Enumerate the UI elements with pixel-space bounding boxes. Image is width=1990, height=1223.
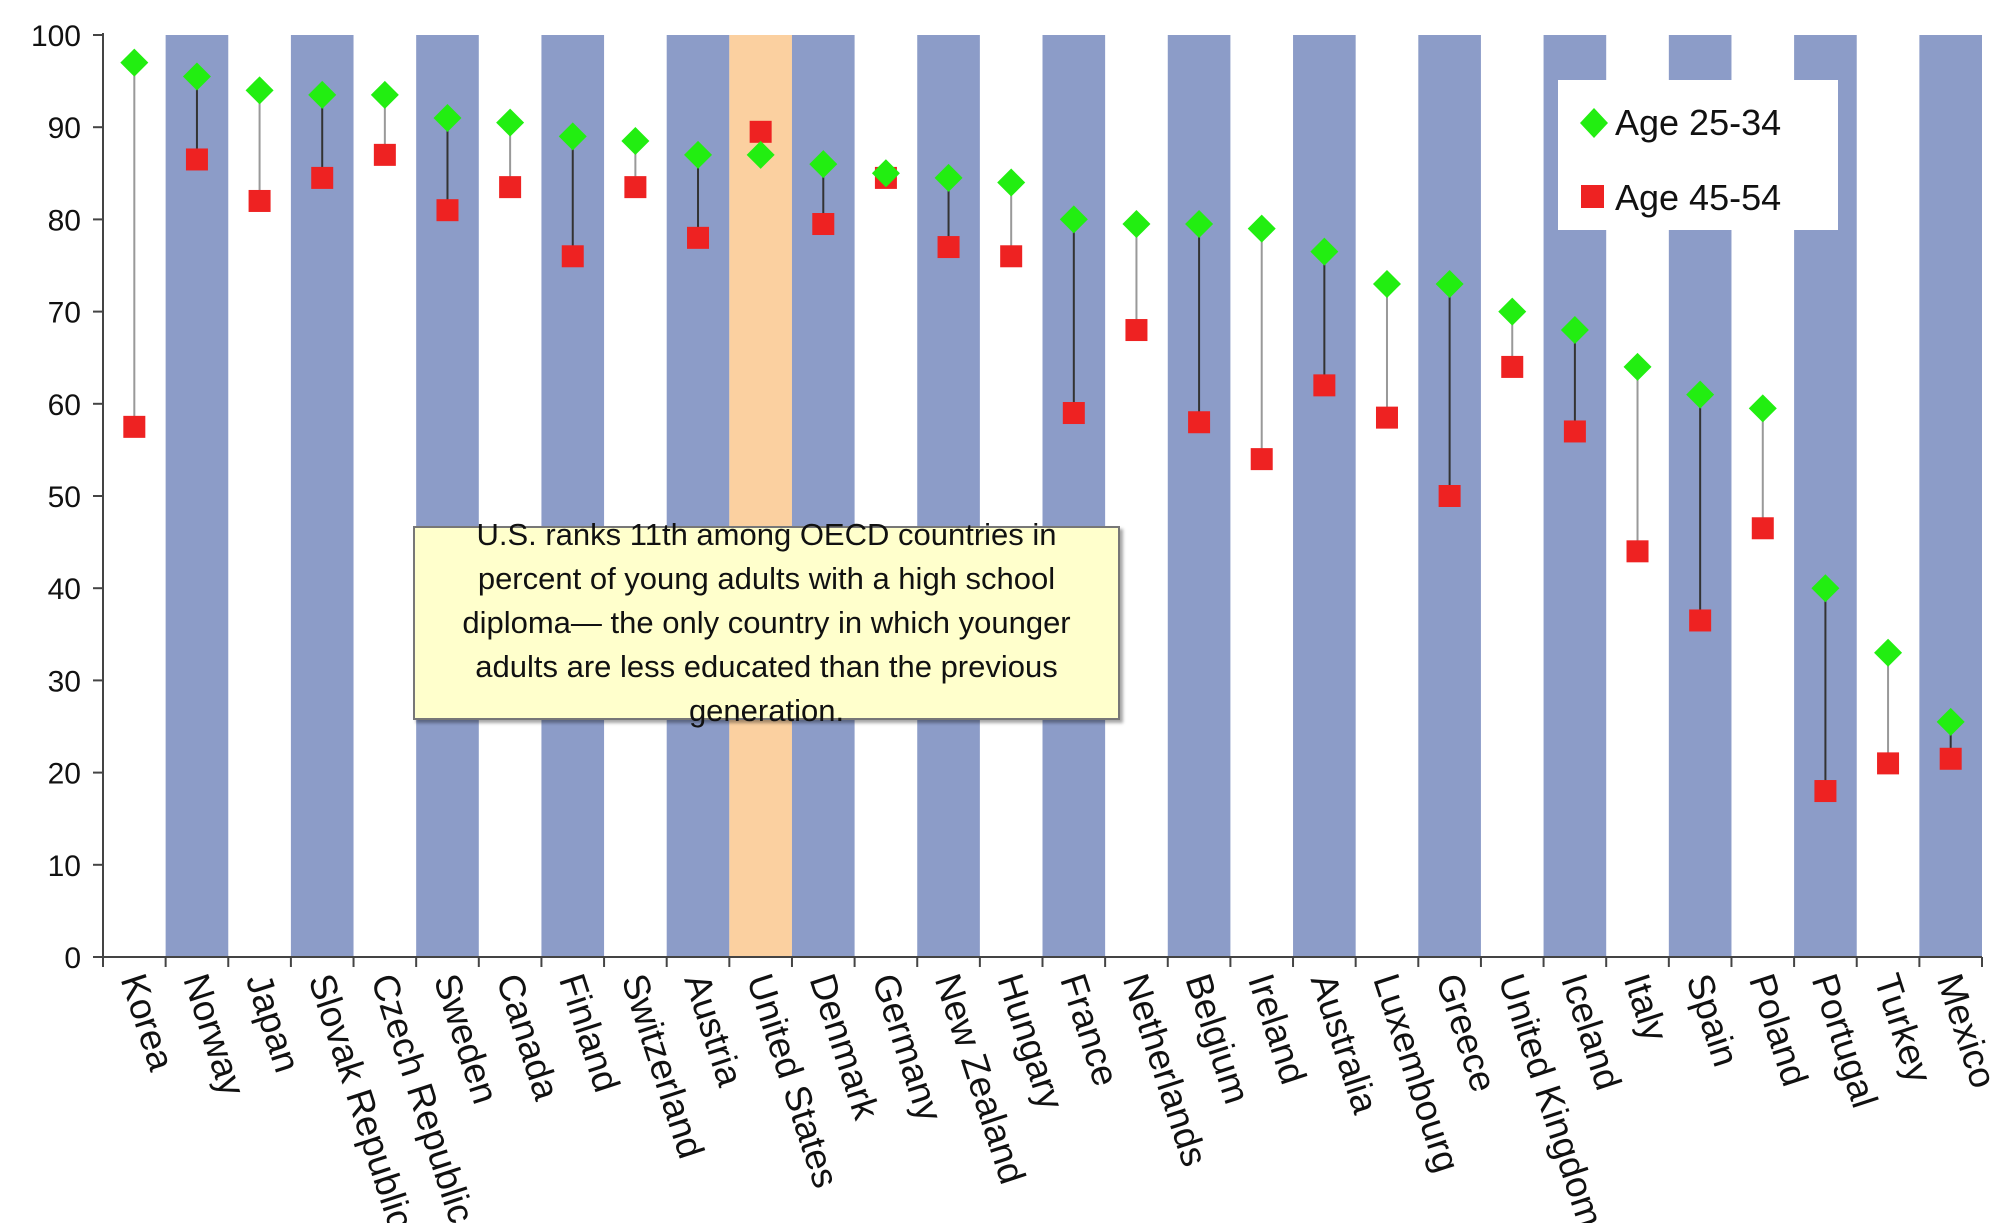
- point-age-25-34-germany: [871, 159, 900, 188]
- band-france: [1042, 35, 1106, 957]
- point-age-45-54-greece: [1438, 485, 1461, 507]
- y-tick-label-70: 70: [48, 297, 81, 330]
- point-age-25-34-slovak-republic: [308, 80, 337, 109]
- point-age-45-54-czech-republic: [373, 143, 396, 166]
- point-age-25-34-turkey: [1874, 638, 1903, 667]
- legend-diamond-marker: [1580, 108, 1608, 138]
- point-age-25-34-hungary: [997, 168, 1026, 197]
- point-age-25-34-ireland: [1247, 214, 1276, 243]
- y-tick-label-0: 0: [64, 942, 81, 975]
- point-age-25-34-switzerland: [621, 127, 650, 156]
- point-age-45-54-austria: [687, 226, 710, 249]
- point-age-25-34-austria: [684, 140, 713, 169]
- y-tick-label-80: 80: [48, 204, 81, 237]
- annotation-box: U.S. ranks 11th among OECD countries in …: [413, 517, 1120, 728]
- point-age-25-34-korea: [120, 48, 149, 77]
- point-age-45-54-turkey: [1877, 752, 1900, 775]
- point-age-45-54-japan: [248, 189, 271, 212]
- point-age-25-34-iceland: [1560, 316, 1589, 345]
- point-age-25-34-belgium: [1185, 210, 1214, 239]
- point-age-45-54-new-zealand: [937, 236, 960, 259]
- legend-label-age-25-34: Age 25-34: [1615, 102, 1781, 143]
- point-age-45-54-italy: [1626, 540, 1649, 563]
- point-age-25-34-new-zealand: [934, 163, 963, 192]
- point-age-45-54-canada: [499, 176, 522, 199]
- x-tick-label-korea: Korea: [113, 969, 183, 1076]
- point-age-25-34-norway: [182, 62, 211, 91]
- x-tick-label-italy: Italy: [1616, 969, 1676, 1047]
- y-tick-label-40: 40: [48, 573, 81, 606]
- point-age-25-34-mexico: [1936, 707, 1965, 736]
- point-age-25-34-czech-republic: [370, 80, 399, 109]
- x-tick-label-spain: Spain: [1679, 969, 1747, 1072]
- data-marks: [120, 48, 1965, 803]
- point-age-45-54-denmark: [812, 213, 835, 236]
- x-tick-label-ireland: Ireland: [1240, 969, 1314, 1089]
- point-age-45-54-sweden: [436, 199, 459, 222]
- point-age-45-54-united-states: [749, 120, 772, 143]
- y-tick-label-90: 90: [48, 112, 81, 145]
- point-age-45-54-norway: [185, 148, 208, 171]
- point-age-25-34-united-states: [746, 140, 775, 169]
- point-age-45-54-korea: [123, 415, 146, 438]
- legend: Age 25-34 Age 45-54: [1558, 80, 1838, 230]
- point-age-45-54-slovak-republic: [311, 166, 334, 189]
- band-australia: [1293, 35, 1356, 957]
- y-tick-label-50: 50: [48, 481, 81, 514]
- band-united-states: [729, 35, 792, 957]
- point-age-25-34-united-kingdom: [1498, 297, 1527, 326]
- point-age-45-54-belgium: [1188, 411, 1211, 434]
- background-bands: [165, 35, 1982, 957]
- point-age-25-34-canada: [496, 108, 525, 137]
- x-tick-label-poland: Poland: [1741, 969, 1816, 1091]
- x-tick-label-france: France: [1052, 969, 1127, 1091]
- y-tick-label-30: 30: [48, 665, 81, 698]
- point-age-25-34-portugal: [1811, 574, 1840, 603]
- point-age-45-54-ireland: [1250, 448, 1273, 471]
- y-tick-label-10: 10: [48, 850, 81, 883]
- legend-label-age-45-54: Age 45-54: [1615, 177, 1781, 218]
- band-norway: [165, 35, 229, 957]
- band-belgium: [1167, 35, 1231, 957]
- point-age-45-54-iceland: [1563, 420, 1586, 443]
- y-tick-label-60: 60: [48, 389, 81, 422]
- legend-square-marker: [1581, 185, 1604, 208]
- point-age-45-54-netherlands: [1125, 319, 1148, 342]
- point-age-45-54-poland: [1751, 517, 1774, 540]
- point-age-25-34-poland: [1748, 394, 1777, 423]
- point-age-45-54-spain: [1689, 609, 1712, 632]
- point-age-45-54-mexico: [1939, 747, 1962, 770]
- y-tick-label-20: 20: [48, 758, 81, 791]
- point-age-25-34-luxembourg: [1372, 269, 1401, 298]
- point-age-45-54-hungary: [1000, 245, 1023, 268]
- legend-item-age-25-34: Age 25-34: [1580, 102, 1781, 143]
- point-age-25-34-greece: [1435, 269, 1464, 298]
- point-age-45-54-united-kingdom: [1501, 355, 1524, 378]
- point-age-45-54-finland: [561, 245, 584, 268]
- axes: 0 10 20 30 40 50 60 70 80 90 100: [31, 20, 1983, 975]
- point-age-25-34-australia: [1310, 237, 1339, 266]
- y-tick-label-100: 100: [31, 20, 81, 53]
- point-age-45-54-portugal: [1814, 780, 1837, 803]
- point-age-25-34-italy: [1623, 352, 1652, 381]
- x-tick-label-japan: Japan: [238, 969, 308, 1078]
- point-age-25-34-finland: [558, 122, 587, 151]
- point-age-45-54-switzerland: [624, 176, 647, 199]
- point-age-25-34-france: [1059, 205, 1088, 234]
- point-age-25-34-spain: [1686, 380, 1715, 409]
- point-age-25-34-denmark: [809, 150, 838, 179]
- point-age-25-34-netherlands: [1122, 210, 1151, 239]
- point-age-25-34-sweden: [433, 103, 462, 132]
- point-age-45-54-france: [1062, 402, 1085, 425]
- point-age-25-34-japan: [245, 76, 274, 105]
- band-mexico: [1919, 35, 1982, 957]
- point-age-45-54-australia: [1313, 374, 1336, 397]
- x-tick-label-turkey: Turkey: [1866, 969, 1940, 1088]
- point-age-45-54-luxembourg: [1375, 406, 1398, 429]
- annotation-text: U.S. ranks 11th among OECD countries in …: [462, 517, 1071, 728]
- legend-box: [1558, 80, 1838, 230]
- legend-item-age-45-54: Age 45-54: [1581, 177, 1781, 218]
